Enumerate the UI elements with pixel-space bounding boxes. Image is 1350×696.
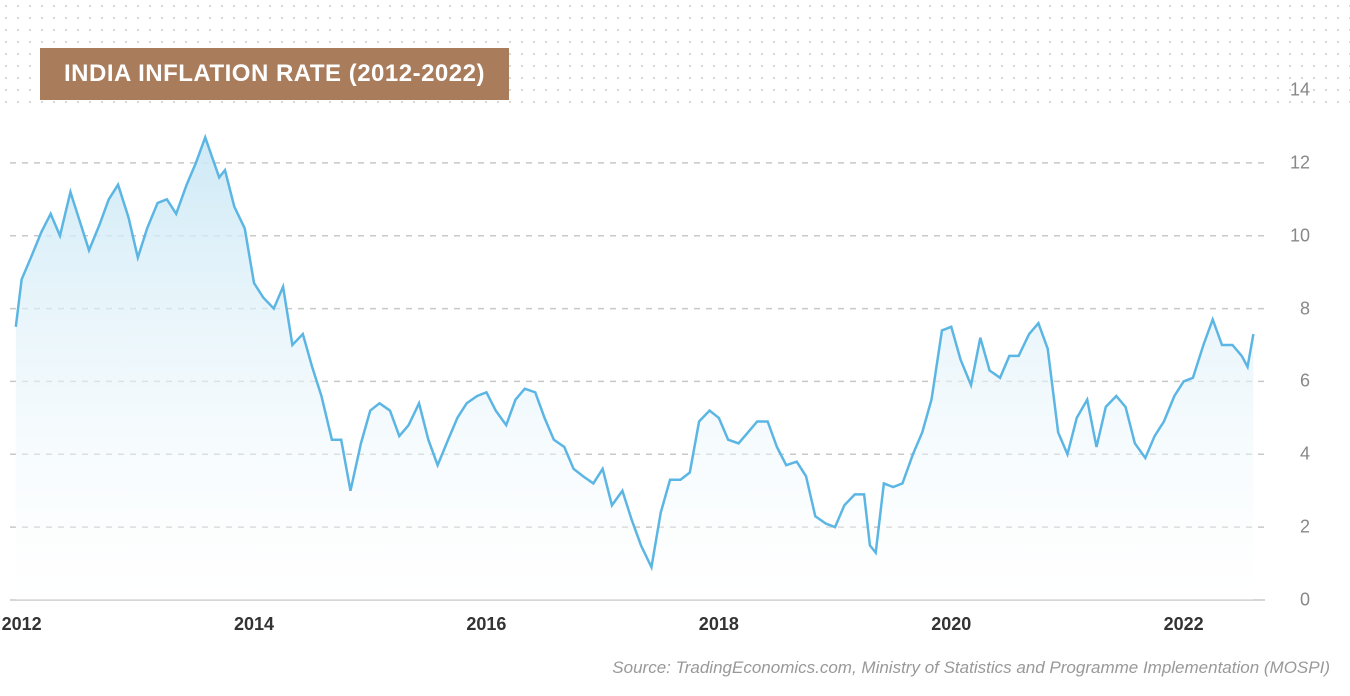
chart-container: INDIA INFLATION RATE (2012-2022) 0246810…	[0, 0, 1350, 696]
y-axis-label: 2	[1300, 517, 1310, 538]
source-attribution: Source: TradingEconomics.com, Ministry o…	[612, 658, 1330, 678]
x-axis-label: 2014	[234, 614, 274, 635]
x-axis-label: 2012	[2, 614, 42, 635]
chart-svg	[10, 90, 1310, 620]
x-axis-label: 2018	[699, 614, 739, 635]
y-axis-label: 6	[1300, 371, 1310, 392]
y-axis-label: 4	[1300, 444, 1310, 465]
y-axis-label: 8	[1300, 298, 1310, 319]
y-axis-label: 14	[1290, 80, 1310, 101]
y-axis-label: 10	[1290, 225, 1310, 246]
y-axis-label: 12	[1290, 152, 1310, 173]
x-axis-label: 2020	[931, 614, 971, 635]
x-axis-label: 2016	[466, 614, 506, 635]
x-axis-label: 2022	[1164, 614, 1204, 635]
y-axis-label: 0	[1300, 590, 1310, 611]
plot-area: 02468101214201220142016201820202022	[10, 90, 1310, 620]
